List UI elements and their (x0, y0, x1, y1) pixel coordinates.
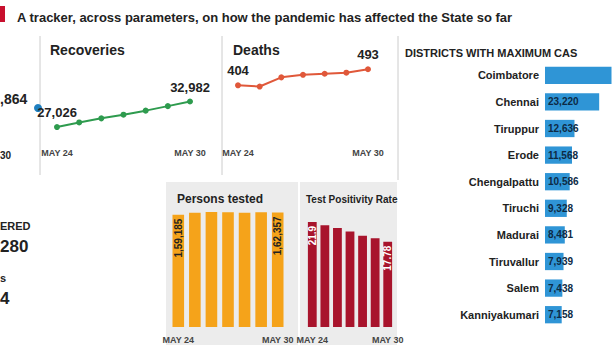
svg-text:404: 404 (227, 63, 249, 78)
svg-text:Persons tested: Persons tested (177, 192, 263, 206)
svg-text:7,939: 7,939 (548, 256, 573, 267)
svg-text:MAY 30: MAY 30 (352, 148, 384, 158)
svg-text:Tiruppur: Tiruppur (494, 123, 540, 135)
svg-text:21.9: 21.9 (307, 225, 318, 245)
svg-text:Tiruvallur: Tiruvallur (489, 256, 540, 268)
svg-text:Recoveries: Recoveries (50, 42, 125, 58)
svg-text:32,982: 32,982 (170, 80, 210, 95)
svg-text:,864: ,864 (0, 91, 27, 107)
svg-text:7,158: 7,158 (548, 309, 573, 320)
svg-text:30: 30 (0, 150, 12, 161)
svg-text:7,438: 7,438 (548, 283, 573, 294)
svg-text:Deaths: Deaths (233, 42, 280, 58)
svg-text:Coimbatore: Coimbatore (478, 69, 539, 81)
svg-text:10,586: 10,586 (548, 176, 579, 187)
svg-text:280: 280 (0, 237, 28, 256)
svg-text:4: 4 (0, 289, 10, 308)
svg-text:MAY 30: MAY 30 (262, 335, 294, 345)
svg-text:27,026: 27,026 (37, 105, 77, 120)
svg-text:MAY 24: MAY 24 (297, 335, 329, 345)
svg-text:MAY 24: MAY 24 (163, 335, 195, 345)
svg-text:MAY 24: MAY 24 (222, 148, 254, 158)
svg-text:MAY 30: MAY 30 (372, 335, 404, 345)
svg-text:11,568: 11,568 (548, 150, 578, 161)
svg-text:Tiruchi: Tiruchi (503, 202, 539, 214)
svg-text:Kanniyakumari: Kanniyakumari (460, 309, 539, 321)
svg-text:493: 493 (357, 47, 379, 62)
svg-text:8,481: 8,481 (548, 229, 573, 240)
svg-text:Chennai: Chennai (496, 96, 539, 108)
svg-text:1,62,357: 1,62,357 (272, 216, 283, 255)
svg-text:MAY 30: MAY 30 (174, 148, 206, 158)
svg-text:s: s (0, 272, 6, 284)
svg-text:9,328: 9,328 (548, 203, 573, 214)
svg-text:17.78: 17.78 (382, 245, 393, 270)
svg-text:Erode: Erode (508, 149, 539, 161)
svg-text:A tracker, across parameters,: A tracker, across parameters, on how the… (17, 10, 512, 25)
svg-text:23,220: 23,220 (548, 96, 579, 107)
svg-text:12,636: 12,636 (548, 123, 579, 134)
svg-text:ERED: ERED (0, 220, 31, 232)
svg-text:MAY 24: MAY 24 (41, 148, 73, 158)
svg-text:1,59,185: 1,59,185 (173, 218, 184, 257)
svg-text:Madurai: Madurai (497, 229, 539, 241)
svg-text:Salem: Salem (507, 282, 540, 294)
svg-text:DISTRICTS WITH MAXIMUM CAS: DISTRICTS WITH MAXIMUM CAS (405, 47, 577, 59)
svg-text:Chengalpattu: Chengalpattu (469, 176, 539, 188)
svg-text:Test Positivity Rate: Test Positivity Rate (306, 194, 398, 205)
